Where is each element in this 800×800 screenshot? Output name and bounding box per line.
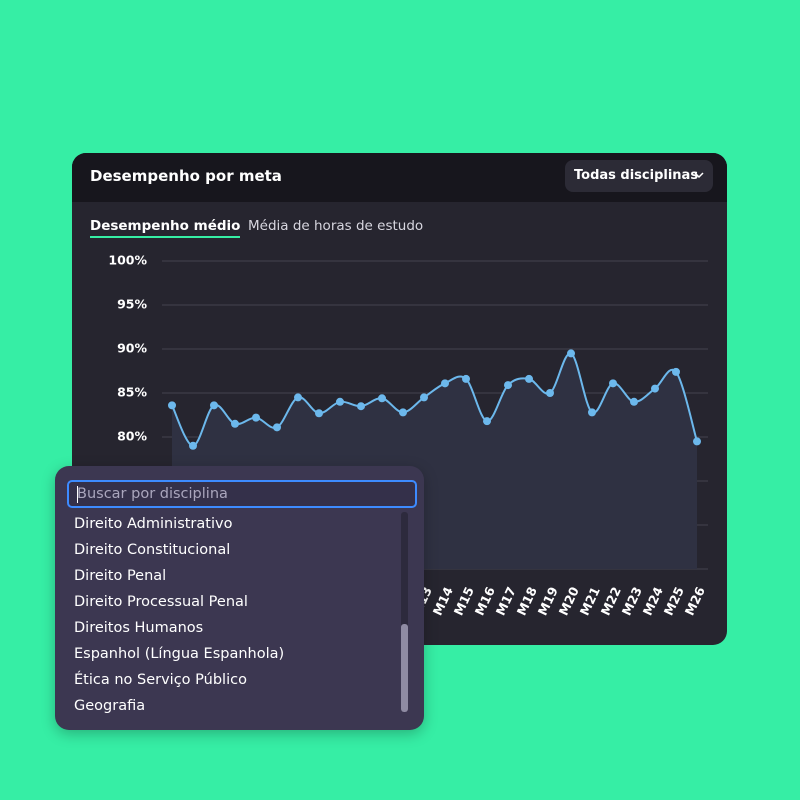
tab[interactable]: Média de horas de estudo <box>248 218 424 234</box>
dropdown: Buscar por disciplina Direito Administra… <box>55 466 424 730</box>
option[interactable]: Direito Administrativo <box>74 516 233 532</box>
option[interactable]: Geografia <box>74 698 146 714</box>
scrollbar-thumb[interactable] <box>401 624 408 712</box>
option[interactable]: Direito Constitucional <box>74 542 231 558</box>
option[interactable]: Direito Penal <box>74 568 167 584</box>
search-input[interactable]: Buscar por disciplina <box>67 480 417 508</box>
option[interactable]: Direitos Humanos <box>74 620 204 636</box>
chevron <box>694 172 704 179</box>
scrollbar[interactable] <box>401 512 408 712</box>
option[interactable]: Espanhol (Língua Espanhola) <box>74 646 285 662</box>
options-list: Direito Administrativo Direito Constituci… <box>55 512 395 716</box>
discipline-select[interactable]: Todas disciplinas <box>565 160 713 192</box>
card-header: Desempenho por meta Todas disciplinas <box>72 153 727 202</box>
tab[interactable]: Desempenho médio <box>90 218 241 238</box>
option[interactable]: Ética no Serviço Público <box>74 672 247 688</box>
option[interactable]: Direito Processual Penal <box>74 594 248 610</box>
card-title: Desempenho por meta <box>90 167 282 185</box>
select-label: Todas disciplinas <box>574 168 699 183</box>
